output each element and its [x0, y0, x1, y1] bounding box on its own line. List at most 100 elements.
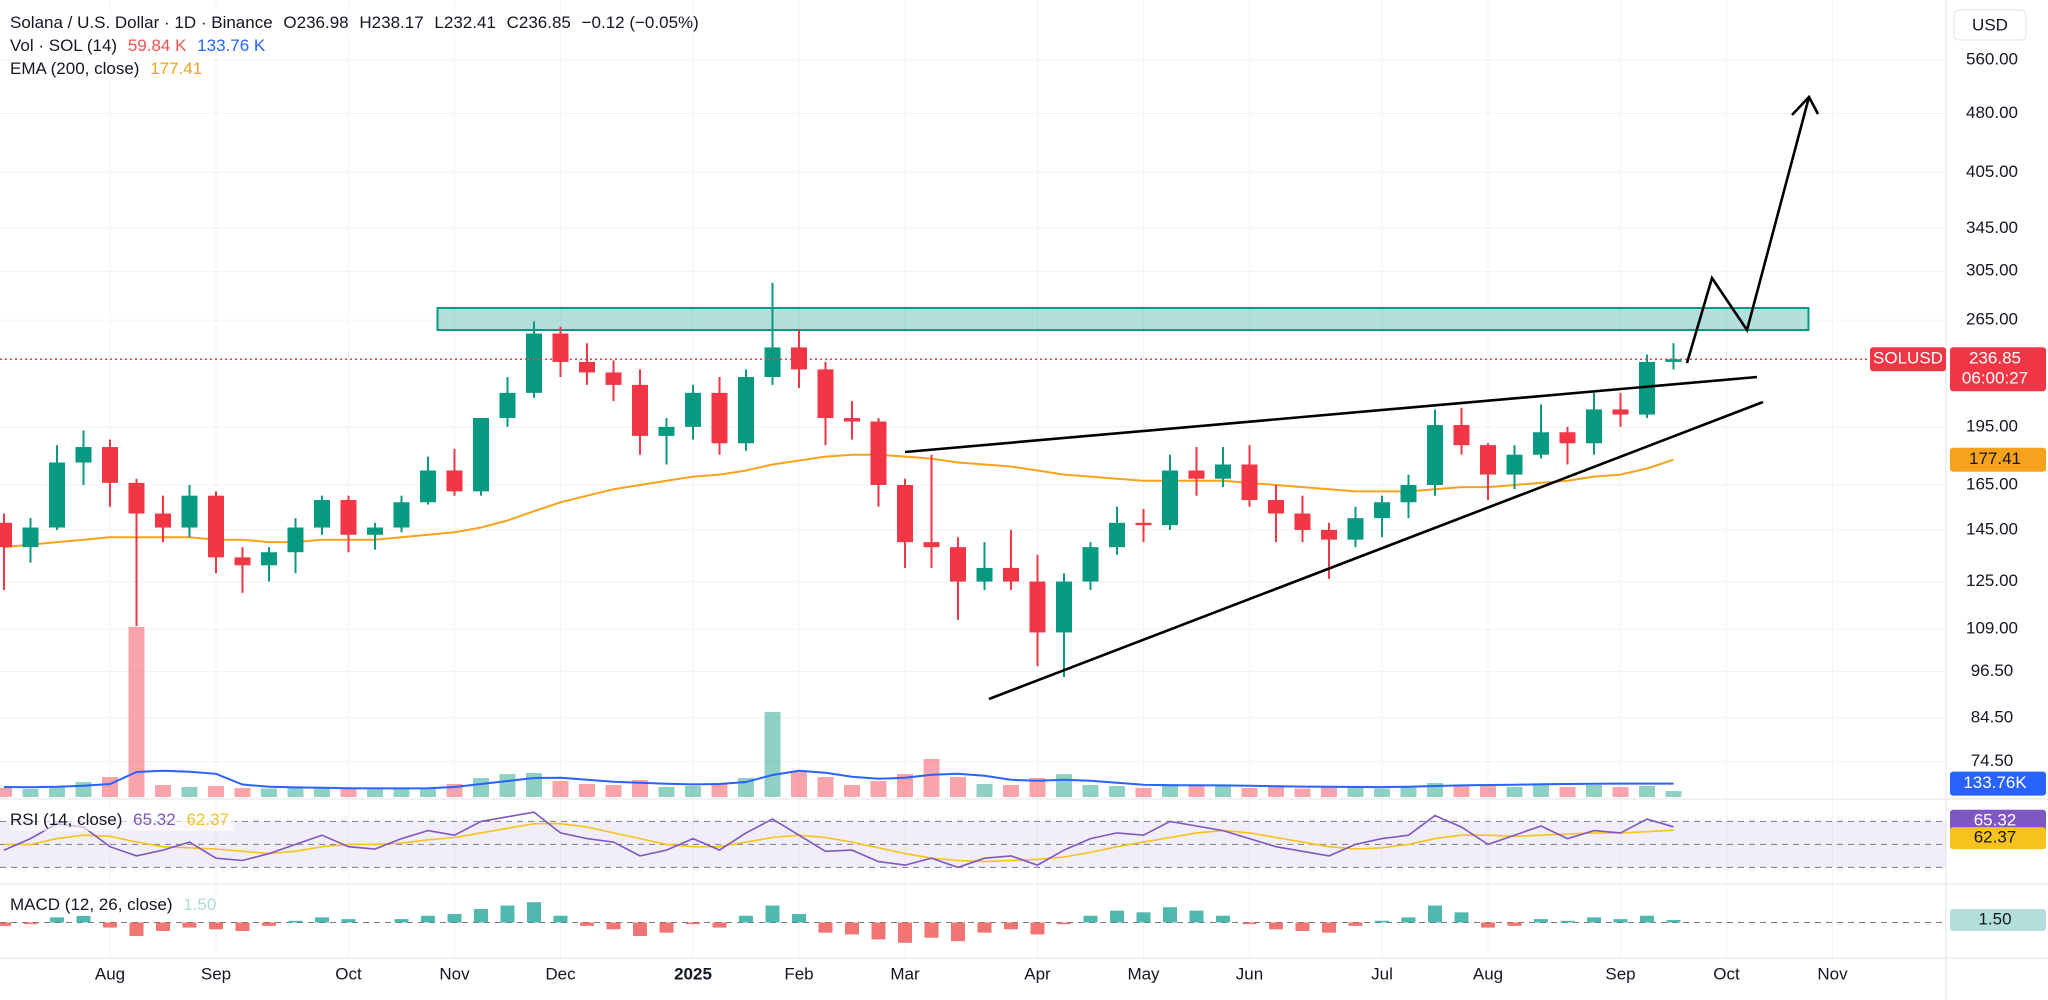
candle-body [1162, 470, 1178, 526]
macd-bar [23, 922, 38, 925]
volume-bar [314, 787, 330, 797]
candle-body [102, 447, 118, 483]
macd-bar [156, 922, 170, 931]
rsi-tag-bg [1950, 809, 2046, 832]
macd-name: MACD (12, 26, close) [10, 895, 173, 914]
x-tick-label: Mar [890, 964, 920, 983]
rsi-tag: 62.37 [1974, 828, 2017, 847]
candle-body [791, 347, 807, 370]
macd-bar [1163, 907, 1177, 923]
candle-body [1321, 529, 1337, 540]
macd-bar [1481, 922, 1495, 928]
macd-bar [474, 908, 488, 923]
volume-bar [1639, 786, 1655, 797]
candle-body [234, 557, 251, 566]
candle-body [870, 421, 887, 485]
ohlc-label: O [283, 13, 297, 32]
volume-bar [1029, 778, 1046, 797]
x-tick-label: Feb [784, 964, 813, 983]
macd-bar [76, 915, 91, 923]
macd-tag-bg [1950, 908, 2046, 931]
y-tick-label: 74.50 [1971, 751, 2014, 770]
candle-body [711, 392, 728, 444]
volume-bar [1586, 785, 1602, 797]
volume-ma-value: 133.76 K [197, 36, 266, 55]
x-tick-label: Jul [1371, 964, 1393, 983]
x-tick-label: Sep [1605, 964, 1635, 983]
rsi-value: 65.32 [133, 810, 176, 829]
macd-bar [1428, 905, 1442, 923]
macd-bar [129, 922, 144, 937]
arrow-head [1791, 94, 1820, 116]
macd-bar [1640, 915, 1654, 923]
volume-bar [473, 778, 489, 797]
countdown: 06:00:27 [1962, 369, 2028, 388]
volume-bar [870, 781, 887, 797]
macd-bar [951, 922, 965, 942]
volume-bar [1321, 786, 1337, 797]
candle-body [1056, 581, 1072, 633]
rsi-name: RSI (14, close) [10, 810, 123, 829]
candle-body [764, 347, 781, 378]
candle-body [1347, 518, 1364, 540]
candle-body [155, 513, 171, 528]
volume-name: Vol · SOL (14) [10, 36, 118, 55]
macd-bar [1613, 919, 1628, 923]
y-tick-label: 480.00 [1966, 103, 2018, 122]
macd-bar [1666, 919, 1681, 923]
macd-bar [739, 915, 753, 923]
volume-bar [1400, 787, 1417, 797]
macd-bar [1004, 922, 1018, 930]
x-tick-label: Jun [1236, 964, 1263, 983]
volume-bar [0, 788, 12, 797]
candle-body [208, 495, 224, 558]
candle-body [685, 392, 701, 427]
rsi-tag-bg [1950, 827, 2046, 850]
volume-bar [1453, 785, 1470, 797]
macd-bar [182, 922, 197, 928]
volume-bar [923, 759, 940, 797]
x-tick-label: Nov [439, 964, 470, 983]
candle-body [1294, 513, 1311, 530]
candle-body [49, 462, 65, 528]
macd-bar [1560, 920, 1575, 923]
x-tick-label: Apr [1024, 964, 1051, 983]
volume-bar [844, 785, 860, 797]
candle-body [897, 484, 913, 543]
candle-body [75, 447, 92, 463]
y-tick-label: 195.00 [1966, 416, 2018, 435]
volume-bar [791, 772, 807, 797]
volume-bar [1268, 787, 1284, 797]
volume-bar [764, 712, 781, 797]
candle-body [632, 384, 648, 436]
candle-body [1586, 409, 1602, 444]
volume-bar [897, 774, 913, 797]
macd-bar [1322, 922, 1336, 933]
macd-bar [394, 919, 409, 923]
ema-name: EMA (200, close) [10, 59, 140, 78]
rsi-ma-line [4, 822, 1674, 863]
macd-bar [1348, 922, 1363, 926]
ohlc-label: C [506, 13, 519, 32]
volume-bar [1135, 788, 1152, 797]
x-tick-label: Nov [1817, 964, 1848, 983]
x-tick-label: 2025 [674, 964, 712, 983]
candle-body [1559, 432, 1576, 444]
candle-body [579, 361, 595, 373]
candle-body [287, 527, 304, 553]
macd-bar [792, 914, 806, 923]
candle-body [552, 333, 569, 362]
candle-body [738, 377, 754, 444]
macd-bar [1454, 912, 1469, 923]
candle-body [605, 372, 622, 385]
macd-bar [235, 922, 250, 931]
macd-bar [1030, 922, 1045, 935]
candle-body [1400, 484, 1417, 503]
volume-bar [976, 784, 993, 797]
currency-box[interactable] [1953, 9, 2027, 41]
y-tick-label: 560.00 [1966, 49, 2018, 68]
price-axis: USD 74.50 84.50 96.50 109.00 125.00 145.00 165… [1953, 9, 2027, 770]
